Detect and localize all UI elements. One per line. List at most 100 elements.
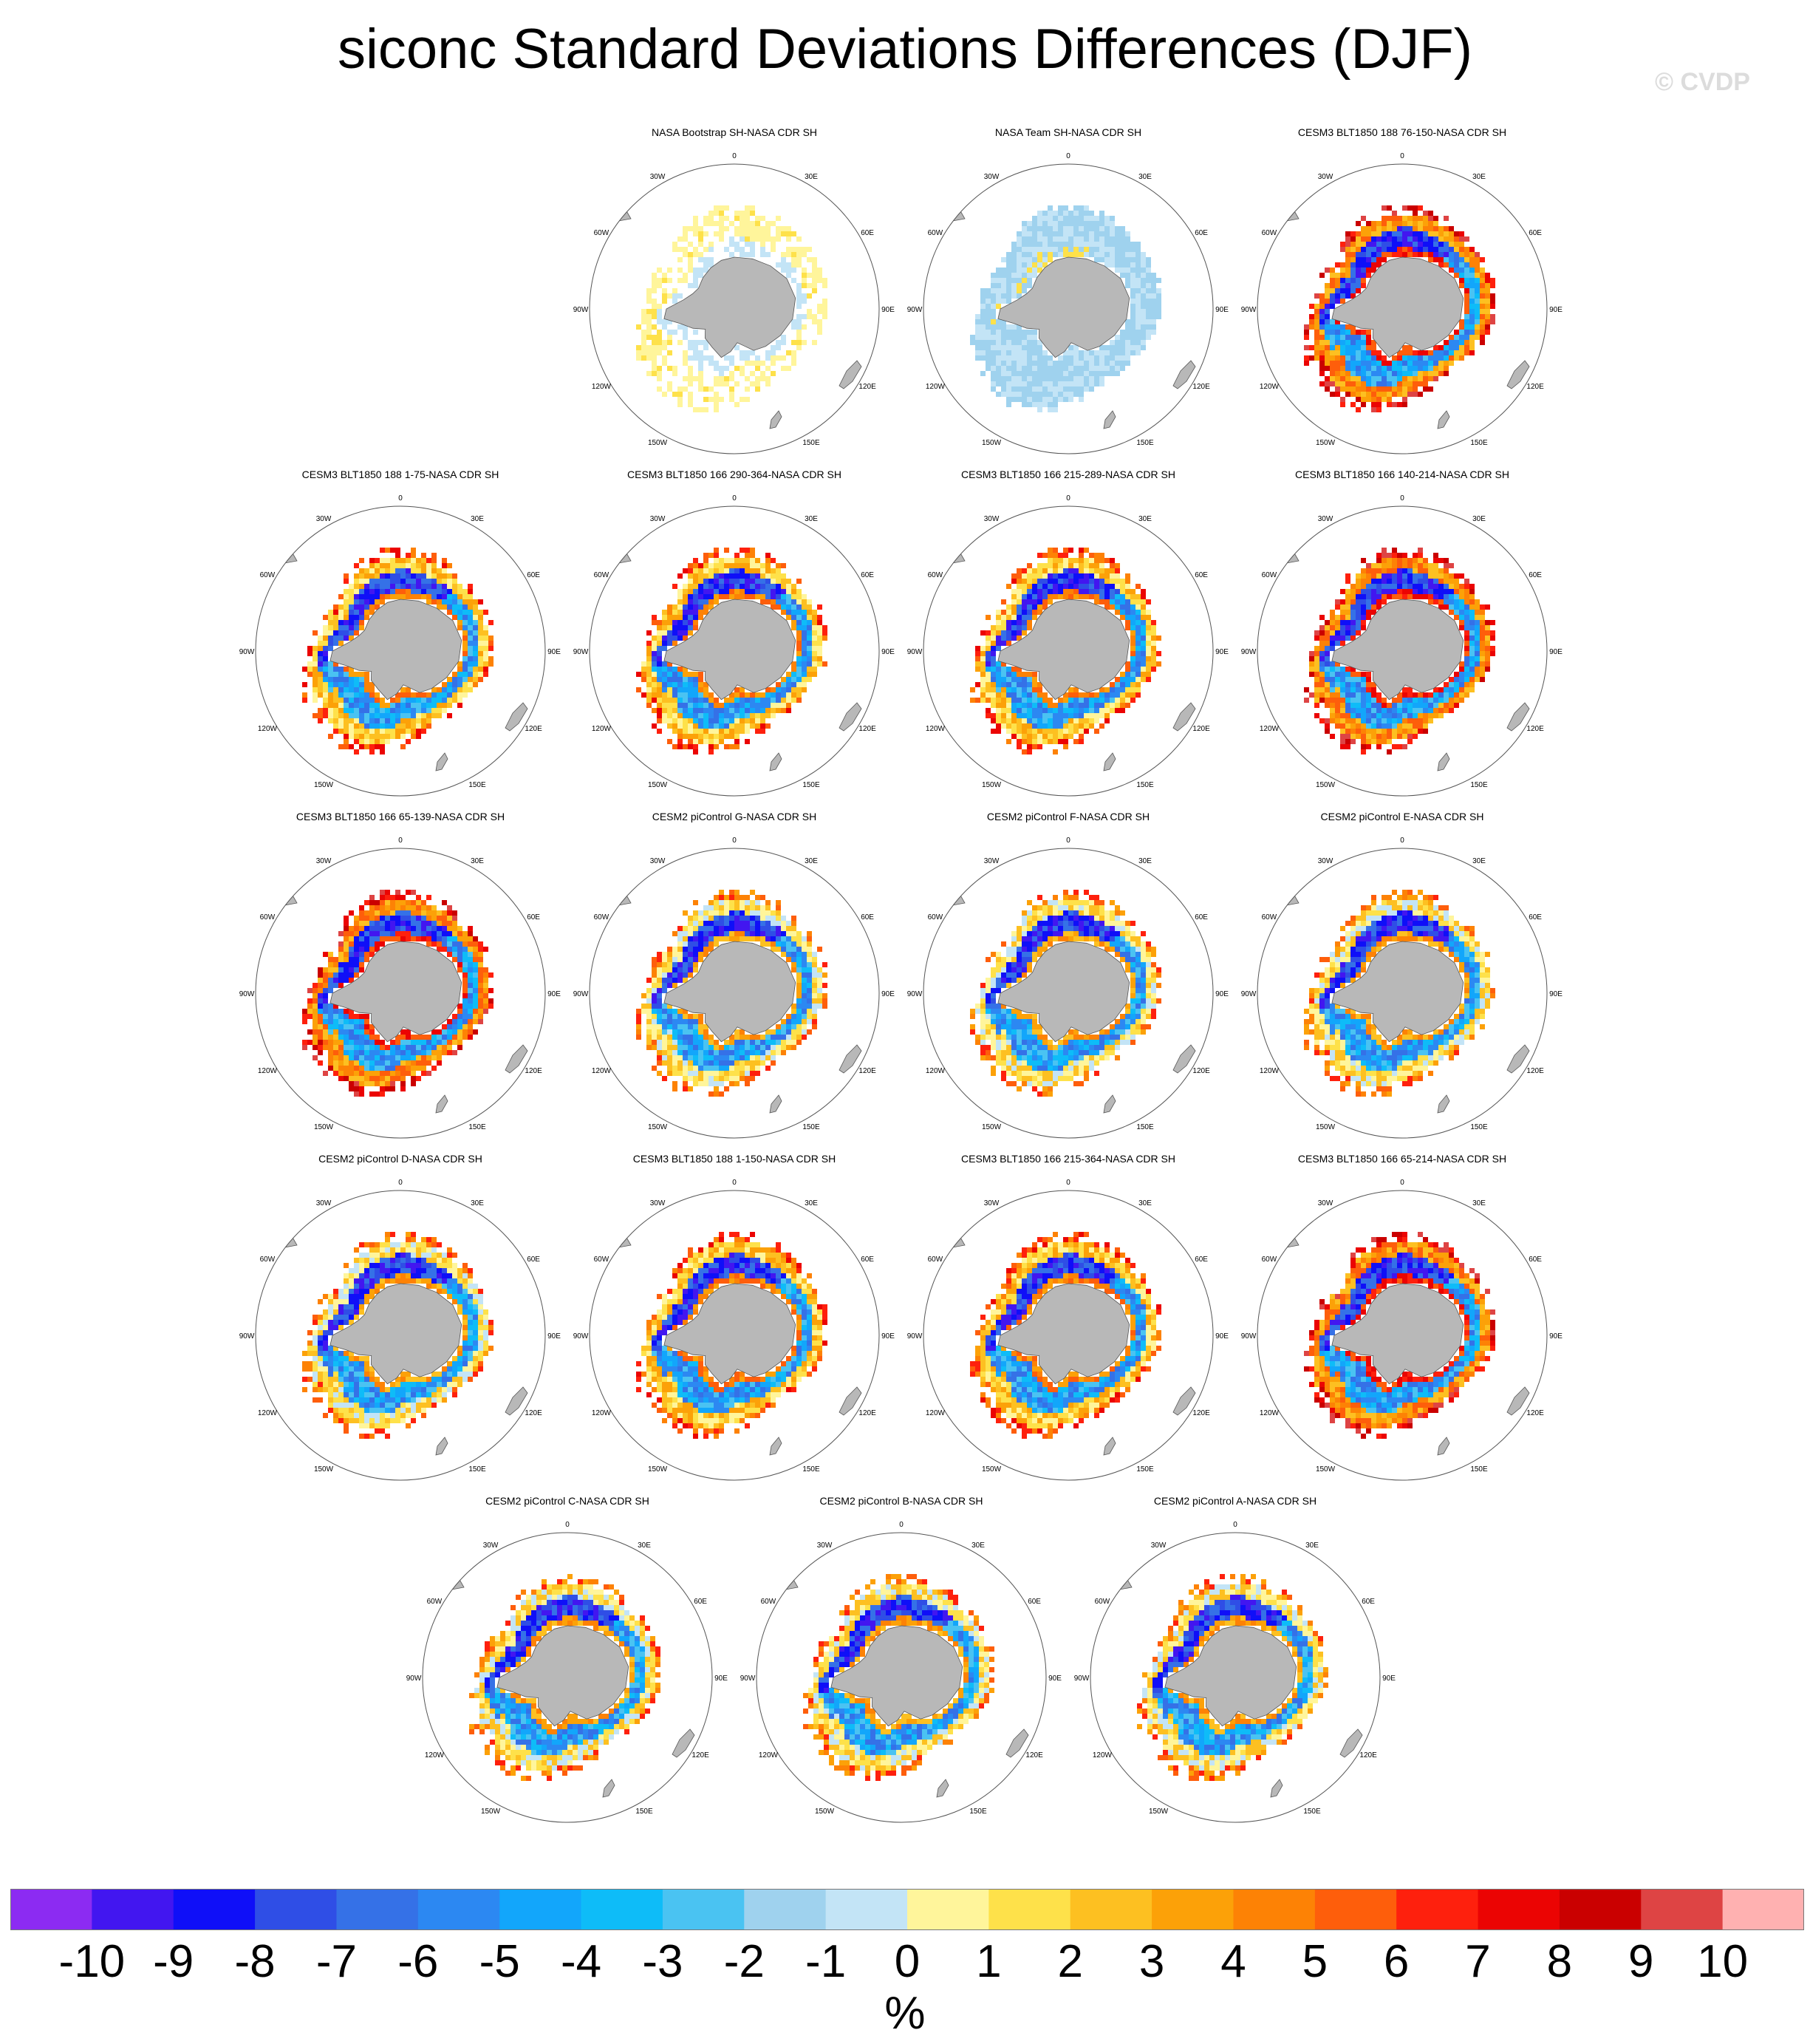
lon-label: 0: [1400, 837, 1404, 845]
lon-label: 30W: [316, 515, 332, 523]
tasmania-landmass: [435, 752, 448, 771]
panel-title: CESM2 piControl G-NASA CDR SH: [652, 811, 817, 822]
lon-label: 0: [1400, 494, 1404, 503]
lon-label: 120E: [1192, 1067, 1210, 1075]
lon-label: 90E: [547, 648, 561, 656]
colorbar-tick-label: -9: [153, 1936, 194, 1987]
polar-map: 030E60E90E120E150E180150W120W90W60W30W: [740, 1521, 1062, 1823]
lon-label: 120E: [858, 725, 876, 733]
lon-label: 90E: [1048, 1675, 1062, 1683]
lon-label: 120W: [926, 1409, 946, 1417]
lon-label: 150E: [1136, 781, 1154, 789]
sea-ice-field: [1304, 205, 1495, 412]
lon-label: 120E: [858, 1067, 876, 1075]
sea-ice-field: [302, 890, 494, 1097]
sea-ice-field: [970, 1232, 1161, 1439]
new-zealand-landmass: [839, 1044, 862, 1074]
panel-title: CESM2 piControl E-NASA CDR SH: [1320, 811, 1484, 822]
sea-ice-field: [1304, 890, 1495, 1097]
lon-label: 90W: [573, 648, 589, 656]
lon-label: 60W: [1262, 229, 1277, 237]
tasmania-landmass: [1437, 1094, 1450, 1114]
colorbar-tick-label: 10: [1697, 1936, 1749, 1987]
lon-label: 0: [1066, 494, 1070, 503]
lon-label: 120E: [1526, 1409, 1544, 1417]
antarctica-landmass: [1331, 599, 1464, 701]
lon-label: 30W: [984, 515, 1000, 523]
panel-title: CESM2 piControl D-NASA CDR SH: [318, 1153, 482, 1165]
antarctica-landmass: [997, 1283, 1130, 1385]
lon-label: 60E: [527, 913, 540, 921]
colorbar-tick-label: 4: [1220, 1936, 1246, 1987]
lon-label: 120W: [592, 725, 612, 733]
new-zealand-landmass: [505, 1044, 528, 1074]
lon-label: 150W: [982, 439, 1002, 447]
lon-label: 120W: [592, 383, 612, 391]
lon-label: 30W: [1318, 1199, 1333, 1207]
polar-map: 030E60E90E120E150E180150W120W90W60W30W: [239, 494, 561, 797]
lon-label: 150E: [969, 1808, 987, 1816]
panel-title: NASA Bootstrap SH-NASA CDR SH: [651, 126, 818, 138]
antarctica-landmass: [496, 1625, 629, 1727]
polar-map: 030E60E90E120E150E180150W120W90W60W30W: [907, 494, 1229, 797]
lon-label: 0: [1400, 152, 1404, 160]
lon-label: 60E: [1195, 571, 1208, 579]
lon-label: 90W: [239, 1332, 255, 1340]
lon-label: 30W: [984, 173, 1000, 181]
lon-label: 0: [398, 1179, 403, 1187]
polar-map: 030E60E90E120E150E180150W120W90W60W30W: [1241, 152, 1563, 454]
panel-title: CESM2 piControl B-NASA CDR SH: [819, 1495, 983, 1507]
lon-label: 90W: [1241, 648, 1257, 656]
lon-label: 30E: [1305, 1541, 1319, 1550]
tasmania-landmass: [1103, 1094, 1116, 1114]
lon-label: 90W: [1241, 306, 1257, 314]
colorbar-swatch: [1559, 1889, 1642, 1930]
colorbar: [10, 1889, 1804, 1930]
map-boundary: [1257, 848, 1548, 1139]
colorbar-swatch: [1478, 1889, 1560, 1930]
sea-ice-field: [636, 890, 827, 1097]
lon-label: 150W: [1316, 1123, 1336, 1131]
lon-label: 60W: [1262, 913, 1277, 921]
lon-label: 0: [732, 152, 737, 160]
cvdp-watermark: © CVDP: [1655, 68, 1750, 96]
lon-label: 60E: [694, 1598, 707, 1606]
map-boundary: [923, 1190, 1214, 1481]
colorbar-swatch: [1233, 1889, 1316, 1930]
map-panel: CESM3 BLT1850 166 215-364-NASA CDR SH 0 30…: [906, 1152, 1231, 1485]
lon-label: 30E: [638, 1541, 651, 1550]
lon-label: 90E: [714, 1675, 728, 1683]
lon-label: 120W: [425, 1751, 445, 1759]
lon-label: 60W: [761, 1598, 776, 1606]
sea-ice-field: [302, 548, 494, 754]
tasmania-landmass: [1437, 410, 1450, 429]
new-zealand-landmass: [1005, 1728, 1029, 1758]
lon-label: 150W: [1316, 1465, 1336, 1474]
tasmania-landmass: [936, 1779, 949, 1798]
sea-ice-field: [970, 890, 1161, 1097]
map-panel: NASA Team SH-NASA CDR SH 0 30E 60E 90E 120E 15…: [906, 126, 1231, 458]
lon-label: 30E: [1138, 515, 1152, 523]
panel-title: CESM3 BLT1850 166 65-214-NASA CDR SH: [1297, 1153, 1507, 1165]
new-zealand-landmass: [1506, 702, 1530, 732]
new-zealand-landmass: [505, 702, 528, 732]
colorbar-tick-label: 1: [976, 1936, 1002, 1987]
colorbar-swatch: [92, 1889, 174, 1930]
tasmania-landmass: [1103, 1437, 1116, 1456]
new-zealand-landmass: [1339, 1728, 1363, 1758]
antarctica-landmass: [997, 941, 1130, 1043]
tasmania-landmass: [1270, 1779, 1283, 1798]
sea-ice-field: [1304, 1232, 1495, 1439]
polar-map: 030E60E90E120E150E180150W120W90W60W30W: [239, 837, 561, 1139]
lon-label: 150E: [635, 1808, 653, 1816]
new-zealand-landmass: [839, 702, 862, 732]
map-panel: CESM2 piControl F-NASA CDR SH 0 30E 60E 90E 1…: [906, 810, 1231, 1142]
lon-label: 60W: [1262, 1256, 1277, 1264]
colorbar-tick-label: -5: [479, 1936, 520, 1987]
map-panel: CESM2 piControl A-NASA CDR SH 0 30E 60E 90E 1…: [1073, 1494, 1398, 1827]
lon-label: 120W: [592, 1409, 612, 1417]
lon-label: 90W: [740, 1675, 756, 1683]
lon-label: 150W: [481, 1808, 501, 1816]
lon-label: 90E: [881, 990, 895, 998]
panel-title: CESM3 BLT1850 166 140-214-NASA CDR SH: [1295, 469, 1509, 480]
